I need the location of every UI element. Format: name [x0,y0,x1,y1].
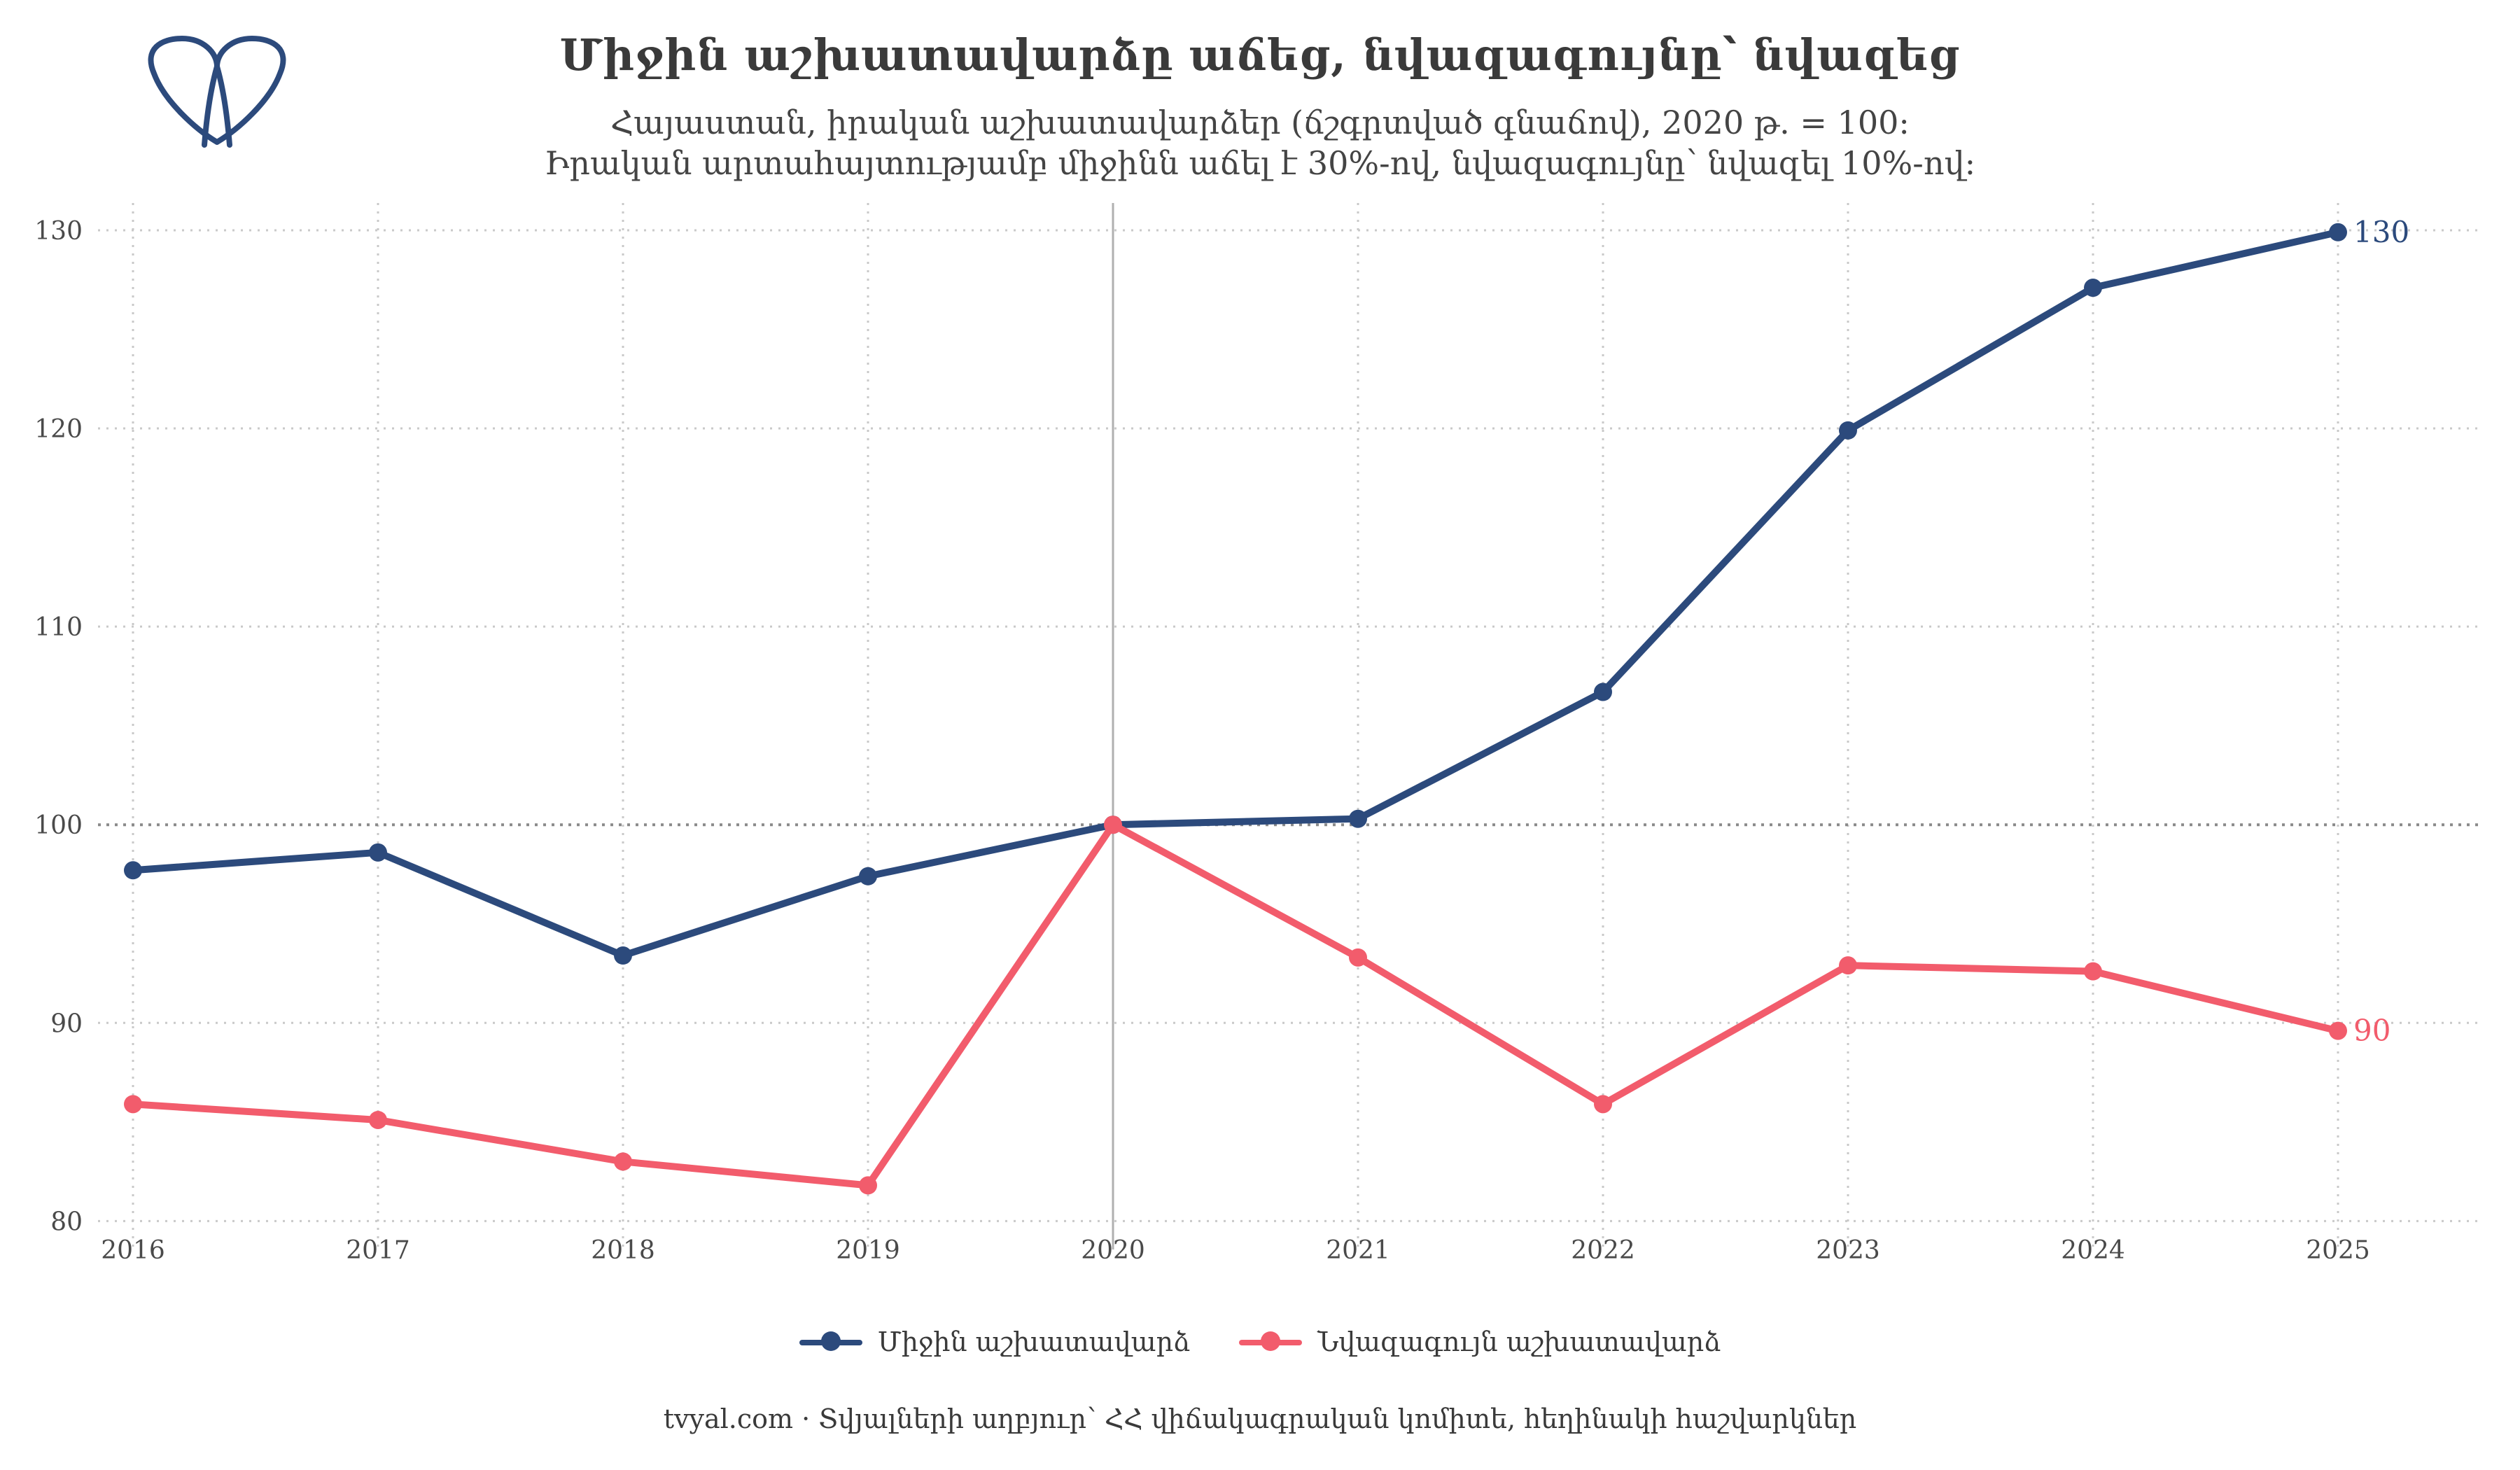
y-tick-label: 100 [34,811,83,840]
x-tick-label: 2022 [1571,1236,1635,1265]
x-tick-label: 2016 [101,1236,165,1265]
series: 130 90 [124,215,2409,1195]
data-point-minimum [1349,948,1367,967]
data-point-average [369,843,387,862]
axes: 80 90 100 110 120 130 2016 2017 2018 2019 2020 2021… [34,217,2370,1265]
end-label-minimum: 90 [2353,1014,2390,1048]
y-tick-label: 90 [50,1009,83,1038]
data-point-average [2084,279,2102,298]
tvyal-logo-icon [148,36,286,148]
y-tick-label: 80 [50,1208,83,1236]
data-point-minimum [1594,1095,1612,1114]
chart-subtitle-line1: Հայաստան, իրական աշխատավարձեր (ճշգրտված … [610,104,1910,141]
x-tick-label: 2017 [346,1236,410,1265]
legend-label-minimum: Նվազագույն աշխատավարձ [1317,1326,1721,1357]
x-tick-label: 2025 [2306,1236,2370,1265]
data-point-average [124,861,142,880]
data-point-minimum [124,1095,142,1114]
legend-key-average [799,1331,862,1352]
data-point-minimum [859,1176,877,1195]
data-point-average [859,867,877,886]
series-line-average [130,228,2342,960]
data-point-minimum [369,1110,387,1129]
legend-key-minimum [1239,1331,1303,1352]
data-point-average [2329,223,2347,241]
data-point-minimum [614,1152,632,1171]
legend: Միջին աշխատավարձ Նվազագույն աշխատավարձ [0,1326,2520,1357]
y-tick-label: 110 [34,613,83,642]
x-tick-label: 2018 [591,1236,655,1265]
x-tick-label: 2023 [1816,1236,1880,1265]
grid [98,203,2482,1250]
data-point-average [1839,421,1857,440]
x-tick-label: 2024 [2061,1236,2125,1265]
legend-label-average: Միջին աշխատավարձ [877,1326,1191,1357]
source-caption: tvyal.com · Տվյալների աղբյուր՝ ՀՀ վիճակա… [663,1404,1857,1434]
data-point-average [614,946,632,965]
data-point-average [1349,809,1367,828]
data-point-minimum [1104,816,1122,834]
x-tick-label: 2019 [836,1236,900,1265]
legend-item-average: Միջին աշխատավարձ [799,1326,1190,1357]
legend-item-minimum: Նվազագույն աշխատավարձ [1239,1326,1721,1357]
series-line-minimum [130,821,2342,1189]
data-point-minimum [2329,1021,2347,1040]
end-label-average: 130 [2353,215,2409,249]
y-tick-label: 130 [34,217,83,246]
data-point-average [1594,682,1612,701]
chart-subtitle-line2: Իրական արտահայտությամբ միջինն աճել է 30%… [544,144,1976,182]
data-point-minimum [2084,962,2102,981]
x-tick-label: 2021 [1326,1236,1390,1265]
x-tick-label: 2020 [1081,1236,1145,1265]
data-point-minimum [1839,956,1857,975]
chart-title: Միջին աշխատավարձը աճեց, նվազագույնը՝ նվա… [559,29,1961,80]
y-tick-label: 120 [34,415,83,444]
